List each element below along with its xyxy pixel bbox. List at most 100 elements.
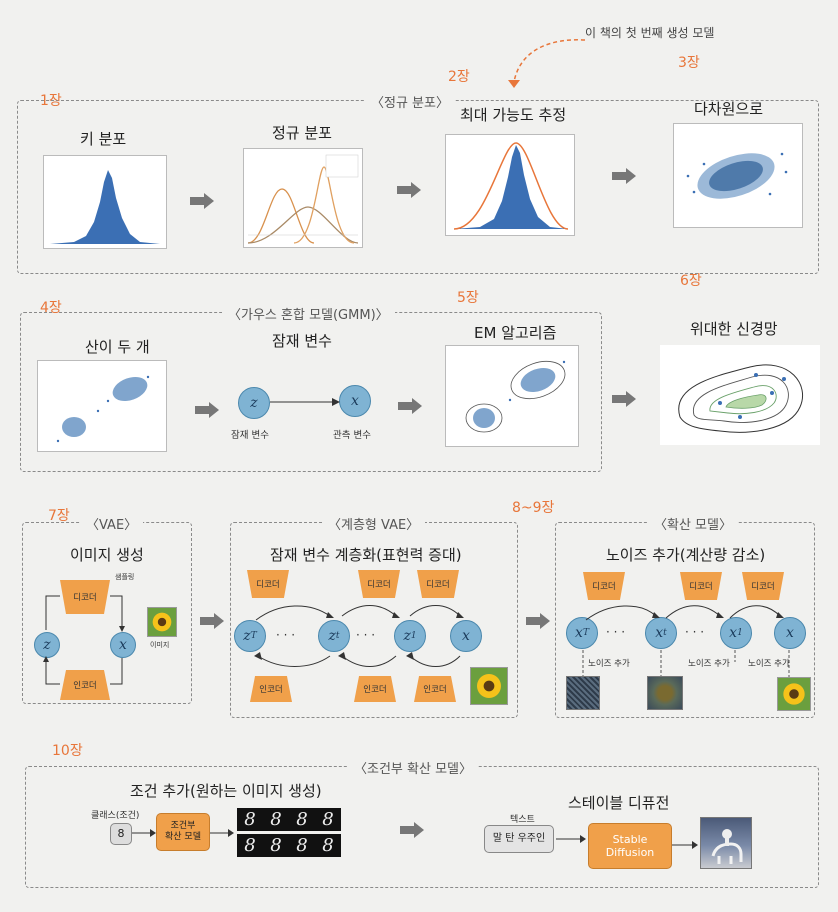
digit-5: 8	[237, 834, 263, 857]
vae-encoder-label: 인코더	[73, 681, 97, 691]
chapter-3: 3장	[678, 55, 700, 71]
latent-variable-title: 잠재 변수	[272, 332, 332, 350]
first-model-arrow	[508, 39, 586, 88]
diff-decoder-3-label: 디코더	[751, 582, 775, 592]
arrow-2	[397, 182, 421, 198]
class-value: 8	[117, 827, 125, 841]
vae-image-label: 이미지	[150, 641, 170, 649]
em-scatter	[445, 345, 579, 447]
digit-6: 8	[263, 834, 289, 857]
noise-add-label-2: 노이즈 추가	[688, 659, 730, 669]
vae-label: 〈VAE〉	[80, 514, 144, 533]
hvae-z1-symbol: z	[403, 628, 411, 644]
vae-x-node: x	[110, 632, 136, 658]
sampling-label: 샘플링	[115, 573, 135, 581]
diff-arcs	[585, 605, 784, 621]
diff-dots-1: · · ·	[606, 625, 626, 639]
add-condition-title: 조건 추가(원하는 이미지 생성)	[130, 782, 322, 800]
normal-distribution-title: 정규 분포	[272, 124, 332, 142]
hvae-dots-1: · · ·	[276, 628, 296, 642]
arrow-1	[190, 193, 214, 209]
image-generation-title: 이미지 생성	[70, 546, 144, 564]
chapter-5: 5장	[457, 290, 479, 306]
chapter-8-9: 8~9장	[512, 500, 555, 516]
vae-decoder-label: 디코더	[73, 593, 97, 603]
prompt-box: 말 탄 우주인	[484, 825, 554, 853]
z-to-x-arrow	[270, 398, 340, 406]
hvae-decoder-3: 디코더	[417, 570, 459, 598]
vae-decoder: 디코더	[60, 580, 110, 614]
hvae-sunflower-image	[470, 667, 508, 705]
arrow-9	[400, 822, 424, 838]
latent-variable-label: 잠재 변수	[231, 430, 269, 441]
arrow-5	[398, 398, 422, 414]
hvae-decoder-3-label: 디코더	[426, 580, 450, 590]
first-model-note: 이 책의 첫 번째 생성 모델	[585, 26, 715, 40]
prompt-to-sd-arrow	[556, 835, 586, 843]
digit-3: 8	[289, 808, 315, 831]
diff-xT-symbol: x	[575, 625, 583, 641]
conditional-model-label: 조건부 확산 모델	[165, 821, 201, 842]
hvae-zT-sub: T	[250, 631, 257, 641]
observed-x-symbol: x	[351, 393, 359, 409]
digit-1-value: 8	[244, 809, 256, 830]
multivariate-title: 다차원으로	[694, 100, 764, 118]
digit-7-value: 8	[296, 835, 308, 856]
hvae-zt-symbol: z	[328, 628, 336, 644]
normal-distribution-label: 〈정규 분포〉	[365, 92, 455, 111]
chapter-4: 4장	[40, 300, 62, 316]
arrow-6	[612, 391, 636, 407]
hvae-x-node: x	[450, 620, 482, 652]
class-to-model-arrow	[132, 829, 156, 837]
height-distribution-title: 키 분포	[80, 130, 127, 148]
diff-x-node: x	[774, 617, 806, 649]
observed-x-node: x	[339, 385, 371, 417]
neural-net-title: 위대한 신경망	[690, 320, 778, 338]
hvae-decoder-2: 디코더	[358, 570, 400, 598]
diff-decoder-1: 디코더	[583, 572, 625, 600]
diff-xt-sub: t	[663, 628, 667, 638]
conditional-diffusion-label: 〈조건부 확산 모델〉	[348, 758, 478, 777]
digit-4: 8	[315, 808, 341, 831]
digit-3-value: 8	[296, 809, 308, 830]
diff-xt-symbol: x	[655, 625, 664, 641]
class-value-box: 8	[110, 823, 132, 845]
chapter-1: 1장	[40, 93, 62, 109]
hvae-encoder-2: 인코더	[354, 676, 396, 702]
chapter-10: 10장	[52, 743, 83, 759]
hvae-encoder-1-label: 인코더	[259, 685, 283, 695]
digit-2: 8	[263, 808, 289, 831]
noise-dashed-lines	[582, 650, 790, 678]
arrow-3	[612, 168, 636, 184]
diff-sunflower-image	[777, 677, 811, 711]
model-to-digits-arrow	[210, 829, 234, 837]
noise-add-label-3: 노이즈 추가	[748, 659, 790, 669]
digit-5-value: 8	[244, 835, 256, 856]
hvae-zt-sub: t	[335, 631, 340, 641]
hvae-dots-2: · · ·	[356, 628, 376, 642]
conditional-model-box: 조건부 확산 모델	[156, 813, 210, 851]
two-peaks-title: 산이 두 개	[85, 338, 150, 356]
height-histogram	[43, 155, 167, 249]
normal-curves-plot	[243, 148, 363, 248]
chapter-6: 6장	[680, 273, 702, 289]
arrow-8	[526, 613, 550, 629]
gmm-label: 〈가우스 혼합 모델(GMM)〉	[222, 304, 395, 323]
digit-4-value: 8	[322, 809, 334, 830]
digit-1: 8	[237, 808, 263, 831]
astronaut-horse-image	[700, 817, 752, 869]
diffusion-label: 〈확산 모델〉	[648, 514, 738, 533]
diff-xT-sub: T	[582, 628, 589, 638]
digit-8-value: 8	[322, 835, 334, 856]
noise-add-label-1: 노이즈 추가	[588, 659, 630, 669]
hvae-decoder-1: 디코더	[247, 570, 289, 598]
sd-to-image-arrow	[672, 841, 698, 849]
arrow-4	[195, 402, 219, 418]
hvae-arcs	[254, 605, 464, 667]
